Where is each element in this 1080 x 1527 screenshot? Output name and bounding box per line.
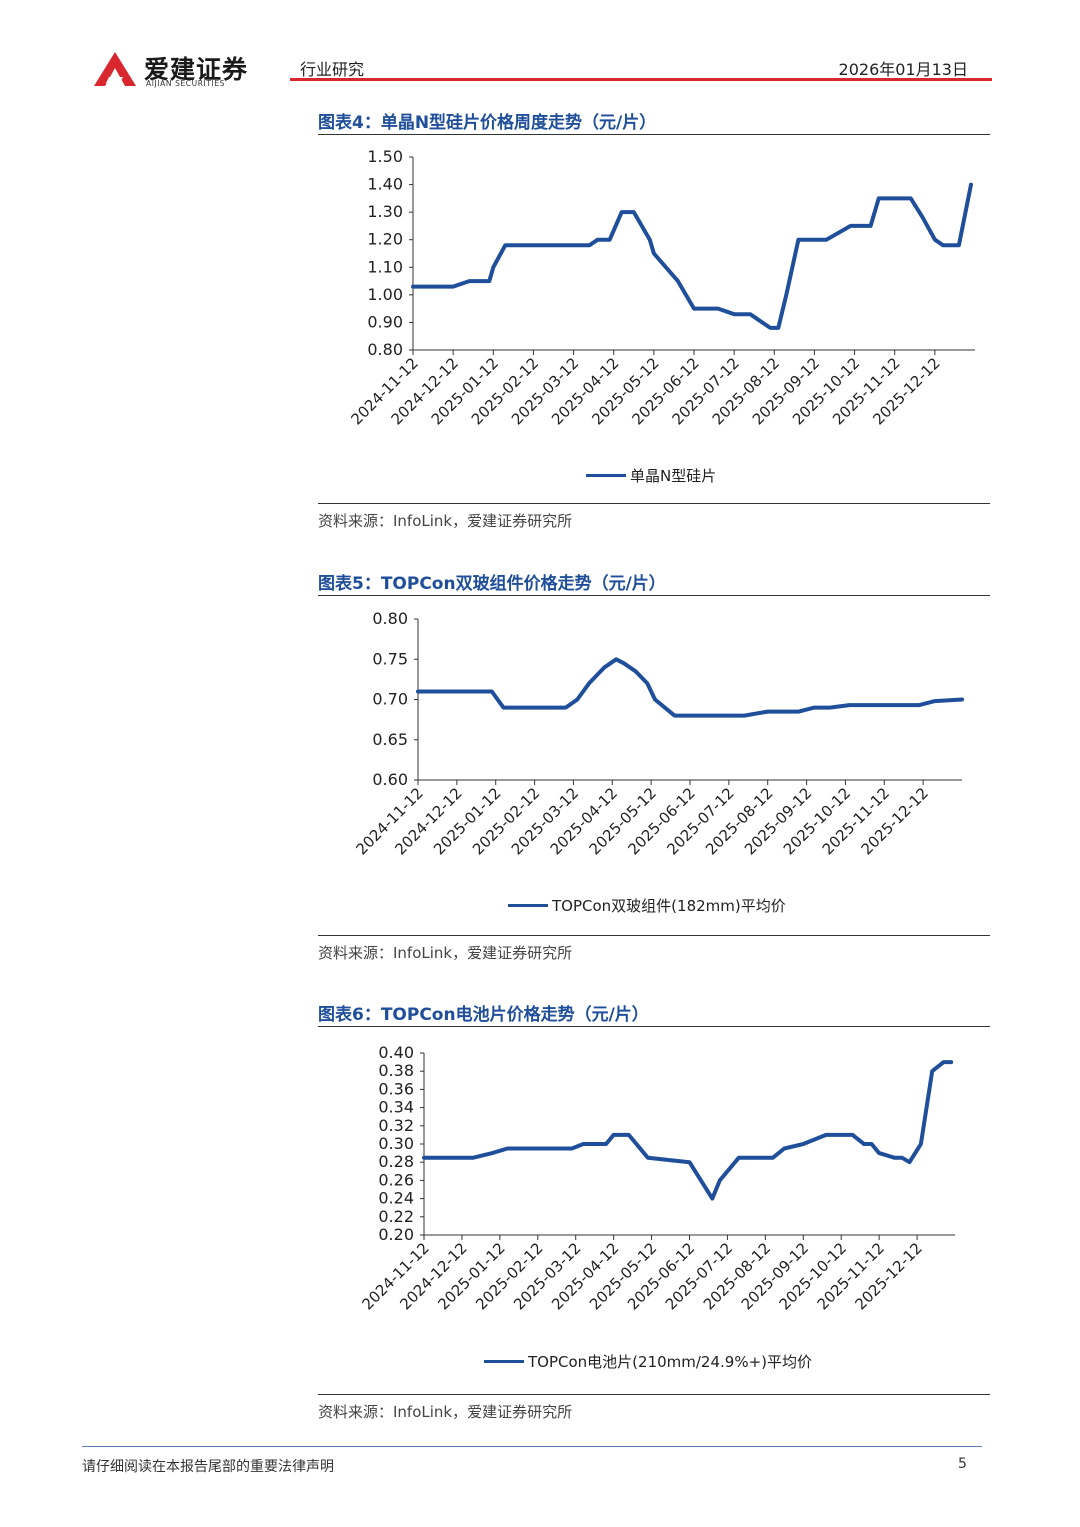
company-logo-text: 爱建证券 (144, 55, 249, 84)
footer-disclaimer: 请仔细阅读在本报告尾部的重要法律声明 (82, 1459, 334, 1475)
figure-6-source: 资料来源：InfoLink，爱建证券研究所 (318, 1403, 573, 1421)
figure-4-top-rule (318, 134, 990, 135)
figure-4-legend: 单晶N型硅片 (586, 465, 716, 486)
y-tick-label: 0.38 (378, 1061, 414, 1080)
y-tick-label: 0.90 (367, 312, 403, 331)
figure-4-source: 资料来源：InfoLink，爱建证券研究所 (318, 512, 573, 530)
figure-5-source: 资料来源：InfoLink，爱建证券研究所 (318, 944, 573, 962)
figure-5-title: 图表5：TOPCon双玻组件价格走势（元/片） (318, 574, 666, 594)
figure-6-top-rule (318, 1026, 990, 1027)
header: 爱建证券 AIJIAN SECURITIES 行业研究 2026年01月13日 (0, 0, 1080, 100)
y-tick-label: 1.30 (367, 202, 403, 221)
y-tick-label: 0.24 (378, 1189, 414, 1208)
y-tick-label: 0.75 (372, 649, 408, 668)
figure-6-title: 图表6：TOPCon电池片价格走势（元/片） (318, 1005, 649, 1025)
page-number: 5 (958, 1456, 967, 1472)
figure-6-legend: TOPCon电池片(210mm/24.9%+)平均价 (484, 1351, 812, 1372)
y-tick-label: 0.36 (378, 1079, 414, 1098)
series-line (411, 182, 973, 330)
y-tick-label: 0.26 (378, 1170, 414, 1189)
figure-4-bottom-rule (318, 503, 990, 504)
figure-6-bottom-rule (318, 1394, 990, 1395)
company-logo-subtext: AIJIAN SECURITIES (146, 79, 226, 88)
y-tick-label: 1.50 (367, 147, 403, 166)
report-category: 行业研究 (300, 60, 365, 79)
figure-4-legend-label: 单晶N型硅片 (630, 467, 717, 485)
y-tick-label: 0.80 (372, 609, 408, 628)
figure-6-legend-label: TOPCon电池片(210mm/24.9%+)平均价 (528, 1353, 813, 1371)
y-tick-label: 0.60 (372, 770, 408, 789)
series-line (416, 657, 964, 718)
y-tick-label: 1.10 (367, 257, 403, 276)
figure-5-legend-label: TOPCon双玻组件(182mm)平均价 (552, 897, 786, 915)
y-tick-label: 0.65 (372, 730, 408, 749)
header-rule (290, 78, 992, 81)
y-tick-label: 0.32 (378, 1116, 414, 1135)
figure-5-bottom-rule (318, 935, 990, 936)
legend-line-swatch (484, 1360, 524, 1363)
series-line (422, 1060, 954, 1201)
y-tick-label: 1.20 (367, 230, 403, 249)
report-date: 2026年01月13日 (838, 60, 968, 79)
y-tick-label: 0.28 (378, 1152, 414, 1171)
figure-5-legend: TOPCon双玻组件(182mm)平均价 (508, 895, 786, 916)
y-tick-label: 0.80 (367, 340, 403, 359)
footer-rule (82, 1446, 982, 1447)
y-tick-label: 1.40 (367, 175, 403, 194)
company-logo-icon (94, 52, 136, 86)
y-tick-label: 0.20 (378, 1225, 414, 1244)
legend-line-swatch (508, 904, 548, 907)
y-tick-label: 0.22 (378, 1207, 414, 1226)
y-tick-label: 0.34 (378, 1098, 414, 1117)
y-tick-label: 0.30 (378, 1134, 414, 1153)
figure-5-top-rule (318, 595, 990, 596)
y-tick-label: 0.40 (378, 1043, 414, 1062)
legend-line-swatch (586, 474, 626, 477)
y-tick-label: 1.00 (367, 285, 403, 304)
y-tick-label: 0.70 (372, 690, 408, 709)
figure-4-title: 图表4：单晶N型硅片价格周度走势（元/片） (318, 113, 657, 133)
